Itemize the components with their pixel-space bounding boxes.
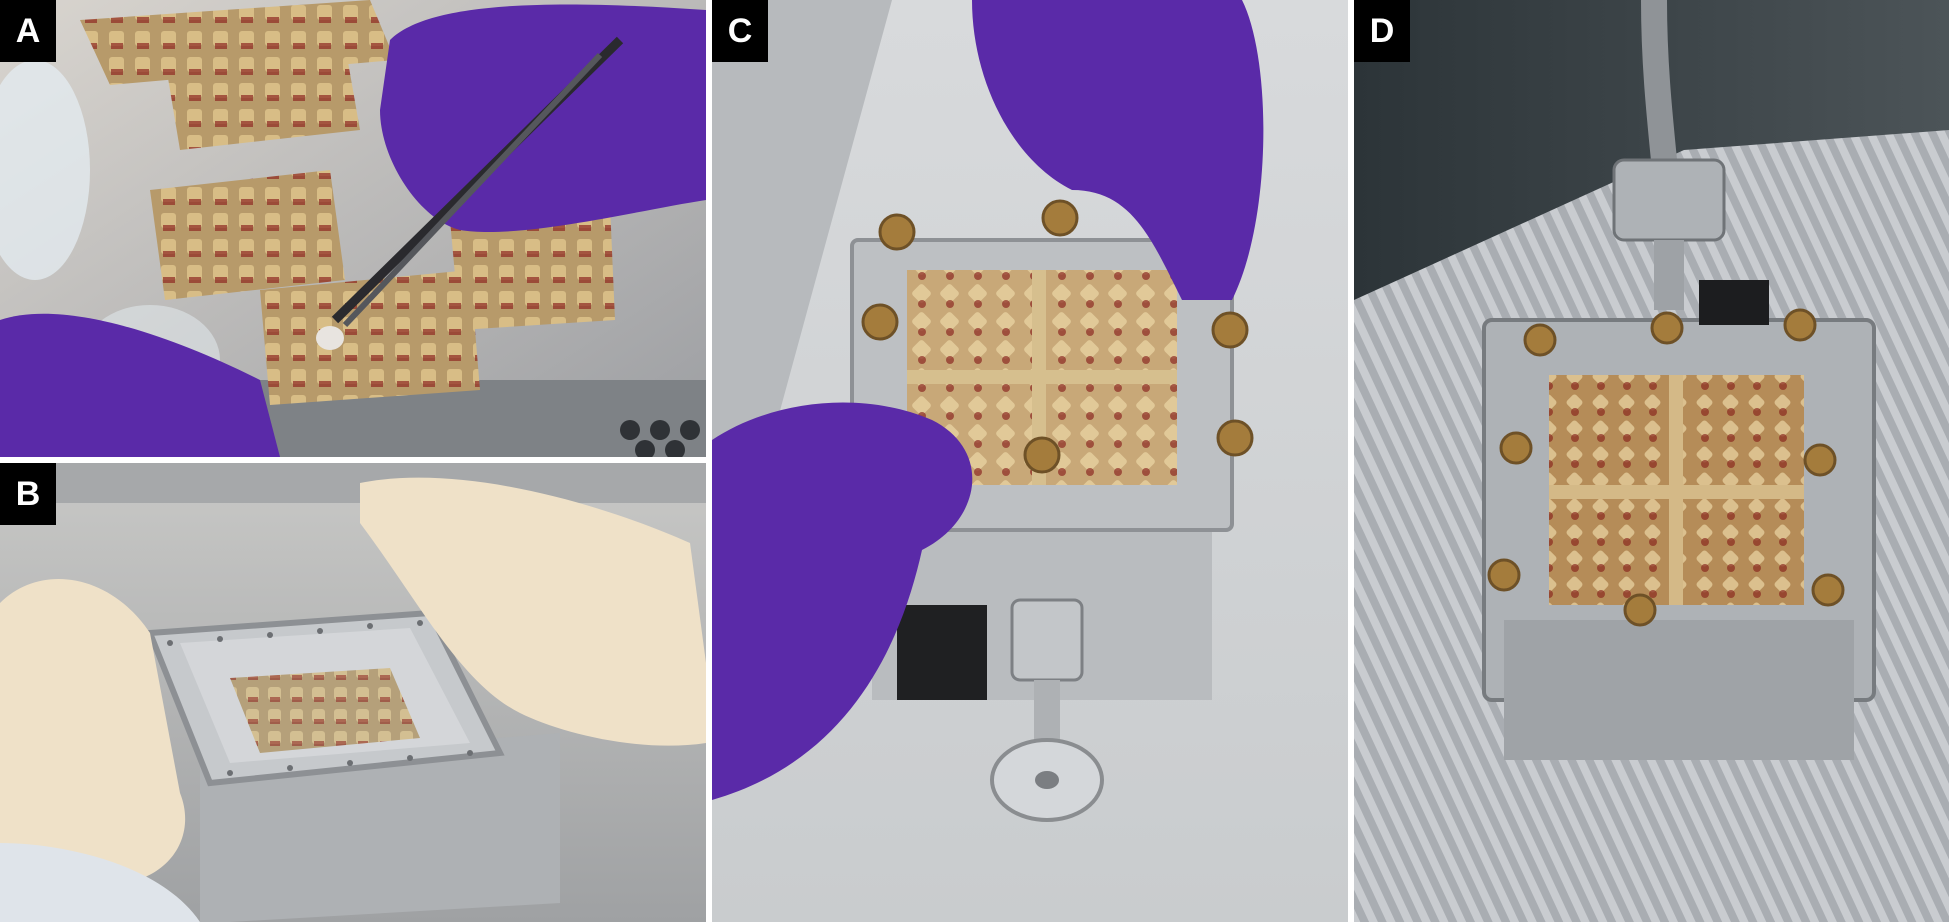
hose-clamp [1612,158,1726,242]
panel-label-c: C [712,0,768,62]
glove-right [360,477,706,746]
panel-c-photo: C [712,0,1348,922]
petri-dish [0,60,90,280]
panel-label-b: B [0,463,56,525]
panel-d-photo: D [1354,0,1949,922]
panel-a-image [0,0,706,457]
glove-top [972,0,1264,300]
panel-label-d: D [1354,0,1410,62]
glove-left [0,579,186,885]
sealed-chamber [200,733,560,922]
panel-c-image [712,0,1348,922]
lid-bolts [1487,308,1845,627]
panel-a-photo: A [0,0,706,457]
glove-left [712,402,973,800]
panel-b-image [0,463,706,922]
valve [1010,598,1084,682]
sample-plate [80,0,615,405]
vacuum-hose [1641,0,1677,162]
panel-b-photo: B [0,463,706,922]
panel-label-a: A [0,0,56,62]
glove-left [0,313,280,457]
panel-d-image [1354,0,1949,922]
